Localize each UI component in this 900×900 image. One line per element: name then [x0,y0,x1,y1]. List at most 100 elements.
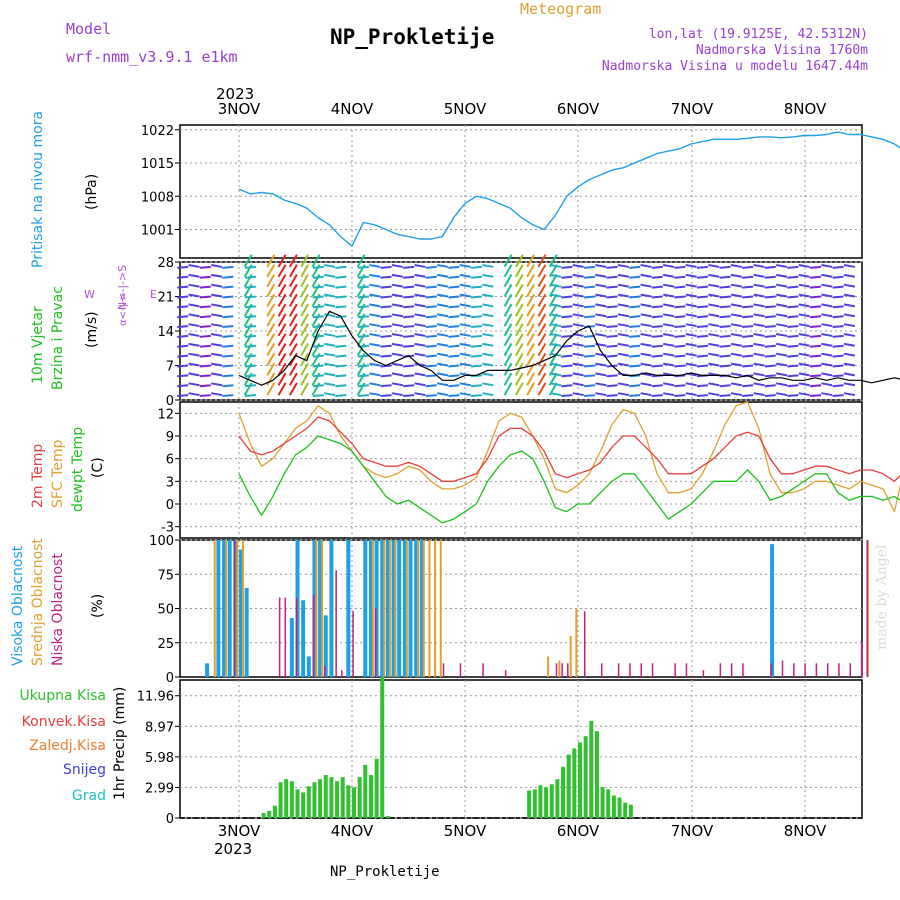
wind-arrow [391,382,404,387]
wind-arrow [537,372,547,386]
wind-arrow [414,323,426,328]
wind-arrow [742,344,754,348]
wind-arrow [606,394,618,397]
precip-bar [284,779,289,818]
wind-arrow [537,273,547,288]
wind-arrow [459,392,471,397]
wind-arrow [177,325,189,328]
cloud-bar [584,611,586,677]
cloud-bar [405,540,408,677]
wind-arrow [335,374,347,378]
wind-arrow [787,354,799,358]
wind-arrow [188,323,200,328]
wind-arrow [753,283,765,288]
wind-arrow [742,325,754,328]
cloud-bar [866,540,868,677]
pressure-unit: (hPa) [84,174,100,210]
wind-arrow [177,374,189,378]
wind-arrow [764,364,776,368]
precip-bar [527,790,532,818]
wind-arrow [300,372,309,386]
wind-arrow [357,384,370,388]
wind-arrow [403,364,415,368]
wind-arrow [821,352,833,357]
wind-arrow [550,303,562,308]
wind-arrow [526,352,535,366]
wind-arrow [448,305,460,309]
wind-arrow [335,275,347,279]
cloud-bar [575,608,578,677]
wind-arrow [448,315,460,319]
wind-arrow [629,285,641,289]
precip-bar [566,754,571,818]
wind-arrow [403,325,415,328]
wind-arrow [572,323,584,328]
wind-arrow [470,265,483,269]
wind-arrow [414,273,426,278]
cloud-tick-label: 0 [166,671,174,686]
wind-arrow [391,283,404,288]
wind-arrow [753,323,765,328]
precip-bar [538,785,543,818]
wind-arrow [764,265,776,269]
cloud-bar [414,540,419,677]
wind-arrow [629,275,641,279]
wind-arrow [764,285,776,289]
wind-arrow [617,392,630,397]
wind-arrow [300,382,309,396]
meteogram-label: Meteogram [520,0,601,18]
wind-arrow [266,273,276,288]
cloud-bar [408,540,413,677]
wind-arrow [414,372,426,377]
wind-arrow [391,352,404,357]
wind-arrow [583,334,596,338]
wind-arrow [470,394,483,397]
dewpt-line [238,435,900,524]
wind-arrow [821,392,833,397]
wind-arrow [742,275,754,279]
wind-arrow [617,323,630,328]
wind-arrow [266,362,276,376]
wind-arrow [708,283,720,288]
wind-arrow [288,254,298,268]
wind-arrow [514,303,524,317]
wind-arrow [787,305,799,309]
wind-arrow [211,372,223,377]
wind-arrow [277,254,287,268]
wind-arrow [537,382,547,396]
precip-bar [278,782,283,818]
wind-arrow [300,254,309,268]
wind-label-1: 10m Vjetar [30,306,46,384]
wind-arrow [696,344,709,348]
pressure-tick-label: 1001 [141,224,174,239]
wind-arrow [266,254,276,268]
wind-arrow [335,354,347,358]
wind-arrow [459,273,471,278]
wind-arrow [663,273,675,278]
wind-arrow [357,275,370,279]
wind-arrow [629,305,641,309]
wind-arrow [514,333,524,347]
cloud-bar [315,540,318,677]
day-label-bottom: 6NOV [557,822,600,840]
wind-arrow [266,303,276,317]
wind-arrow [503,303,513,317]
wind-arrow [764,334,776,338]
wind-arrow [640,303,652,308]
wind-arrow [188,342,200,347]
wind-arrow [312,295,324,299]
wind-arrow [482,323,494,328]
precip-bar [628,804,633,818]
wind-arrow [425,285,437,289]
wind-arrow [798,264,810,268]
wind-arrow [730,273,743,278]
cloud-bar [770,544,775,677]
wind-arrow [809,275,822,279]
precip-bar [583,736,588,818]
wind-arrow [606,344,618,348]
wind-arrow [764,305,776,309]
wind-arrow [391,273,404,278]
pressure-tick-label: 1008 [141,190,174,205]
cloud-bar [295,540,300,677]
wind-arrow [177,305,189,309]
